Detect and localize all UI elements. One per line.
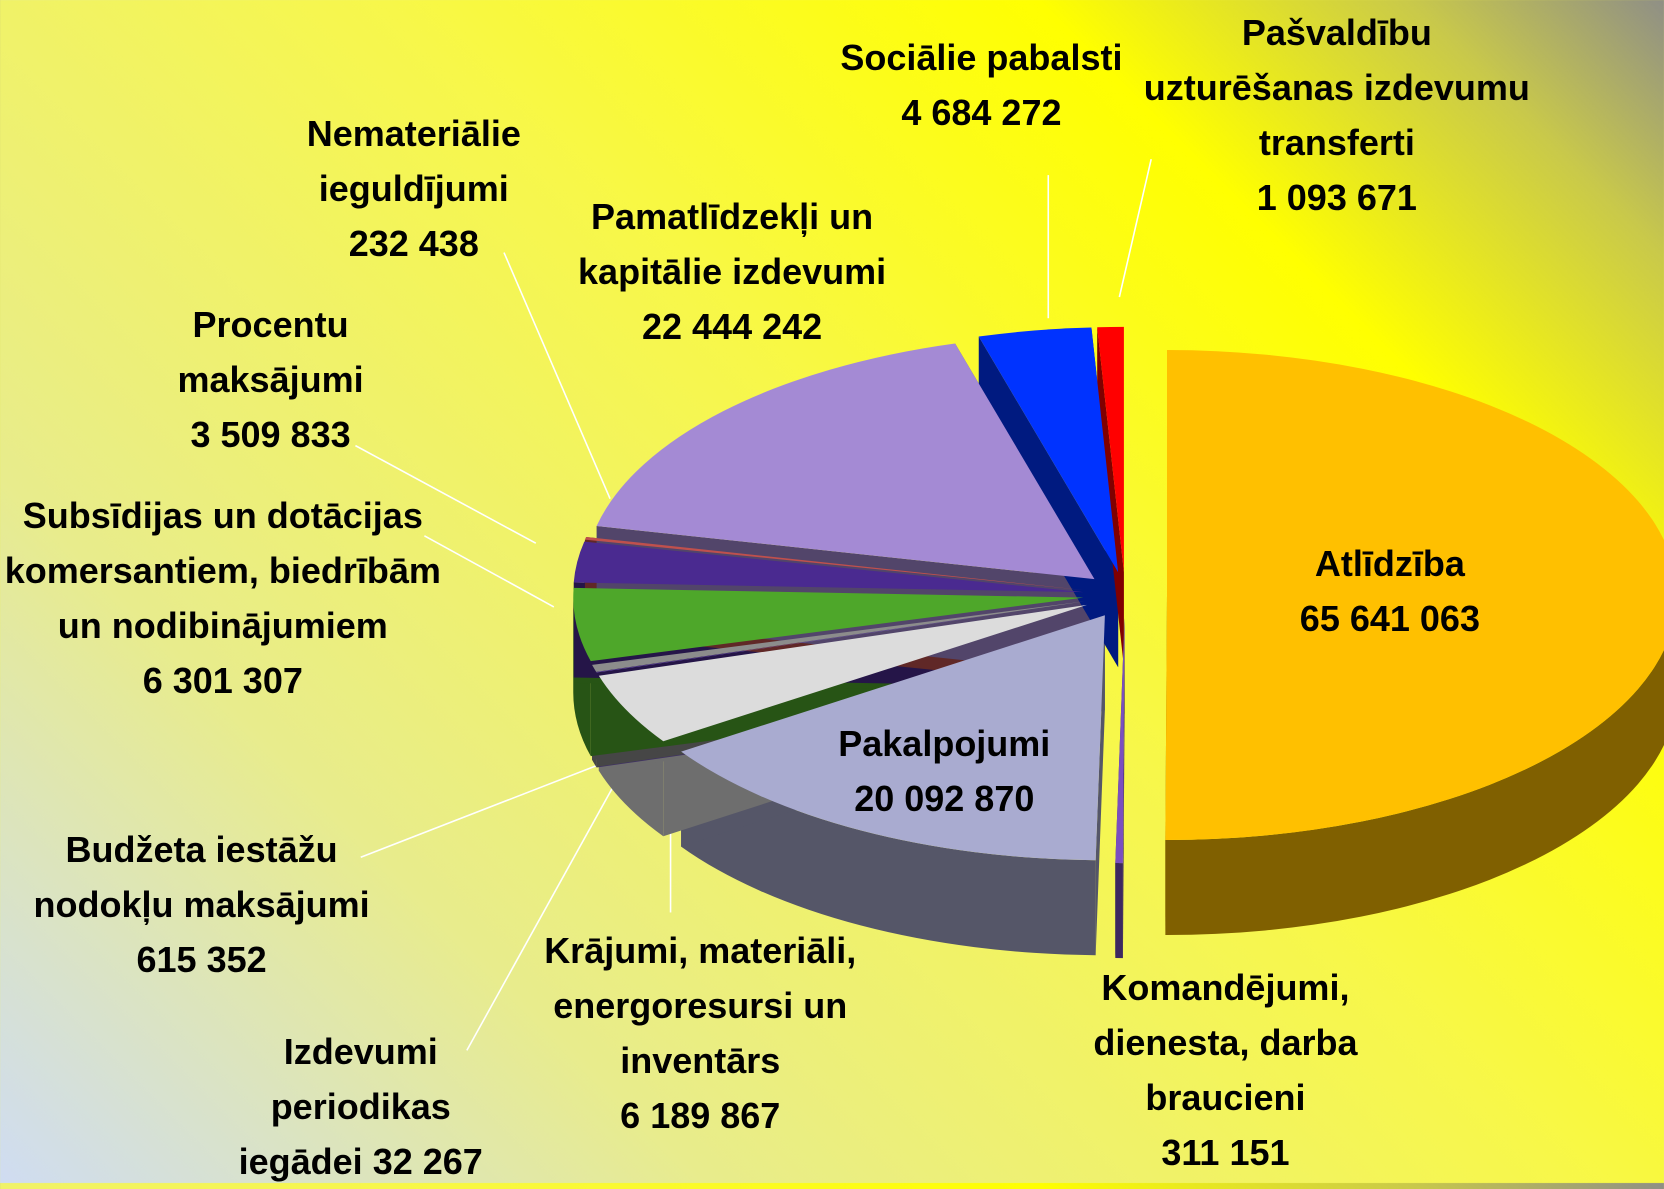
value-label: 65 641 063 bbox=[1252, 591, 1528, 646]
category-name: Pašvaldību uzturēšanas izdevumu transfer… bbox=[1144, 12, 1530, 163]
slice-label: Nemateriālie ieguldījumi 232 438 bbox=[276, 106, 552, 271]
slice-label: Sociālie pabalsti 4 684 272 bbox=[812, 30, 1152, 140]
value-label: 615 352 bbox=[137, 939, 267, 980]
value-label: 311 151 bbox=[1066, 1125, 1384, 1180]
category-name: Subsīdijas un dotācijas komersantiem, bi… bbox=[5, 495, 441, 646]
slice-label: Atlīdzība 65 641 063 bbox=[1252, 536, 1528, 646]
value-label: 232 438 bbox=[276, 216, 552, 271]
value-label: 6 301 307 bbox=[0, 653, 456, 708]
slice-label: Komandējumi, dienesta, darba braucieni 3… bbox=[1066, 960, 1384, 1180]
slice-label: Procentu maksājumi 3 509 833 bbox=[154, 297, 387, 462]
category-name: Krājumi, materiāli, energoresursi un inv… bbox=[544, 930, 856, 1081]
slice-label: Pašvaldību uzturēšanas izdevumu transfer… bbox=[1135, 5, 1538, 225]
value-label: 22 444 242 bbox=[541, 299, 923, 354]
category-name: Atlīdzība bbox=[1315, 543, 1465, 584]
category-name: Budžeta iestāžu nodokļu maksājumi bbox=[34, 829, 370, 925]
slice-label: Pamatlīdzekļi un kapitālie izdevumi 22 4… bbox=[541, 189, 923, 354]
value-label: 1 093 671 bbox=[1135, 170, 1538, 225]
slice-label: Izdevumi periodikas iegādei 32 267 bbox=[212, 1024, 509, 1189]
category-name: Sociālie pabalsti bbox=[840, 37, 1122, 78]
category-name: Pakalpojumi bbox=[838, 723, 1050, 764]
value-label: 32 267 bbox=[373, 1141, 483, 1182]
category-name: Pamatlīdzekļi un kapitālie izdevumi bbox=[578, 196, 886, 292]
value-label: 3 509 833 bbox=[154, 407, 387, 462]
value-label: 20 092 870 bbox=[796, 771, 1093, 826]
slice-label: Budžeta iestāžu nodokļu maksājumi 615 35… bbox=[11, 822, 393, 987]
value-label: 6 189 867 bbox=[531, 1088, 871, 1143]
category-name: Nemateriālie ieguldījumi bbox=[307, 113, 521, 209]
leader-line bbox=[361, 755, 623, 857]
category-name: Komandējumi, dienesta, darba braucieni bbox=[1093, 967, 1357, 1118]
slice-label: Pakalpojumi 20 092 870 bbox=[796, 716, 1093, 826]
slice-label: Subsīdijas un dotācijas komersantiem, bi… bbox=[0, 488, 456, 708]
slice-label: Krājumi, materiāli, energoresursi un inv… bbox=[531, 923, 871, 1143]
category-name: Procentu maksājumi bbox=[177, 304, 363, 400]
value-label: 4 684 272 bbox=[812, 85, 1152, 140]
